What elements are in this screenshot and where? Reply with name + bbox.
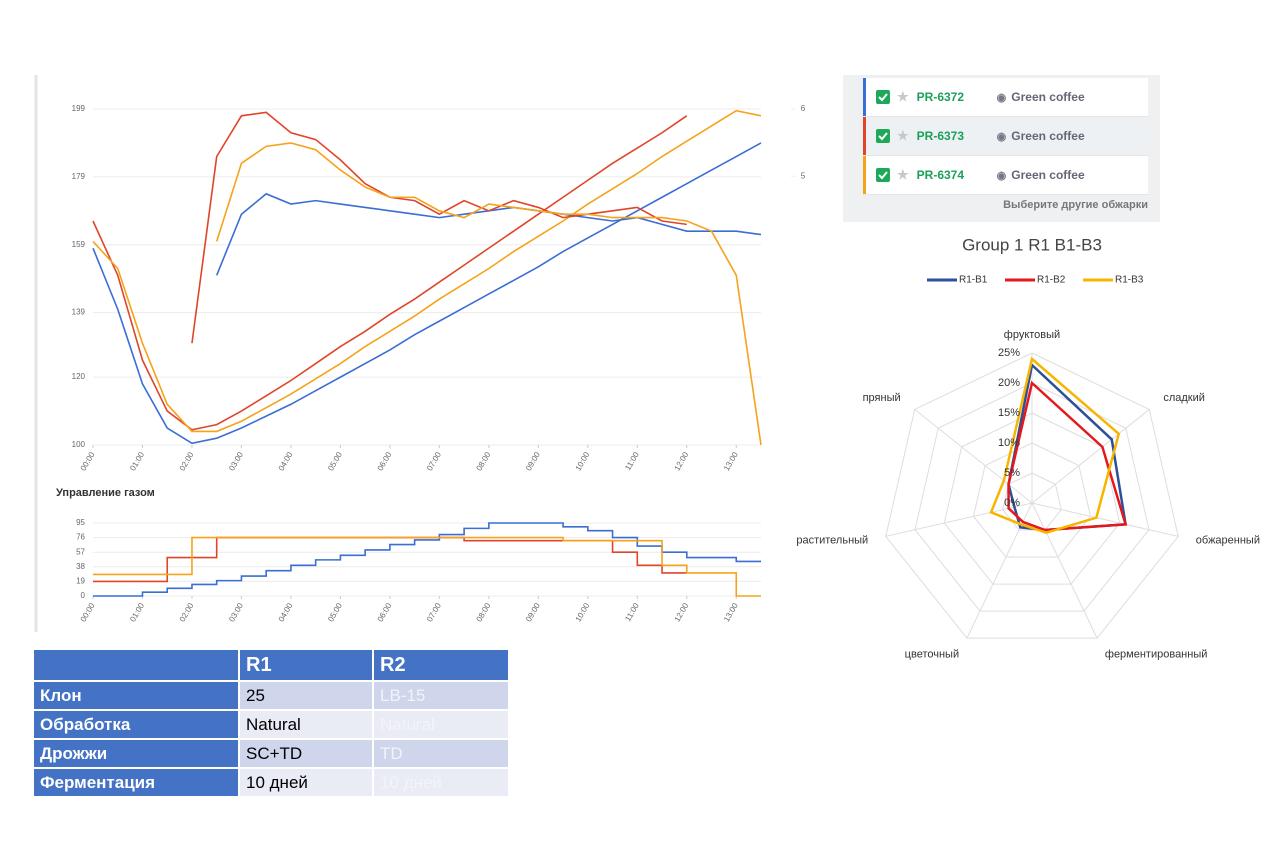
roast-id[interactable]: PR-6372 xyxy=(916,90,965,104)
category-label: фруктовый xyxy=(1004,329,1060,341)
row-color xyxy=(863,117,866,155)
y2-tick-label: 5 xyxy=(801,171,806,180)
chart-card xyxy=(35,75,820,632)
row-color xyxy=(863,156,866,194)
y-tick-label: 159 xyxy=(72,240,86,249)
y-tick-label: 179 xyxy=(72,172,86,181)
radar-series xyxy=(989,356,1121,535)
header-cell: R2 xyxy=(374,650,508,680)
roast-label: Green coffee xyxy=(1011,90,1085,104)
data-line xyxy=(191,111,687,344)
r-tick-label: 10% xyxy=(998,437,1020,449)
y2-tick-label: 6 xyxy=(801,104,806,113)
cell: 10 дней xyxy=(240,769,372,796)
eye-icon: ◉ xyxy=(996,169,1007,182)
y-tick-label: 199 xyxy=(72,104,86,113)
header-cell: R1 xyxy=(240,650,372,680)
checkbox[interactable] xyxy=(876,90,890,104)
chart-title: Group 1 R1 B1-B3 xyxy=(962,235,1102,254)
y-tick-label: 76 xyxy=(76,533,85,542)
r-tick-label: 15% xyxy=(998,407,1020,419)
row-label: Ферментация xyxy=(34,769,238,796)
row-label: Дрожжи xyxy=(34,740,238,767)
info-table: R1 R2 Клон 25 LB-15 Обработка Natural Natural… xyxy=(32,648,510,798)
legend-label: R1-B1 xyxy=(959,275,988,286)
select-other[interactable]: Выберите другие обжарки xyxy=(1003,199,1148,211)
y-tick-label: 57 xyxy=(76,547,85,556)
legend-label: R1-B2 xyxy=(1037,275,1066,286)
data-line xyxy=(93,522,761,597)
grid-ring xyxy=(972,442,1092,558)
r-tick-label: 20% xyxy=(998,377,1020,389)
radar-series xyxy=(1007,380,1128,532)
checkbox[interactable] xyxy=(876,129,890,143)
star[interactable]: ★ xyxy=(897,167,909,182)
cell: 25 xyxy=(240,682,372,709)
row-label: Клон xyxy=(34,682,238,709)
cell: 10 дней xyxy=(374,769,508,796)
chart-title: Управление газом xyxy=(56,487,155,499)
category-label: обжаренный xyxy=(1196,534,1260,546)
r-tick-label: 0% xyxy=(1004,497,1020,509)
data-line xyxy=(93,536,761,597)
cell: SC+TD xyxy=(240,740,372,767)
grid-ring xyxy=(885,352,1179,639)
roast-row[interactable]: ★ PR-6372 ◉ Green coffee xyxy=(863,78,1148,117)
category-label: растительный xyxy=(796,534,868,546)
legend-label: R1-B3 xyxy=(1115,275,1144,286)
eye-icon: ◉ xyxy=(996,91,1007,104)
checkbox[interactable] xyxy=(876,168,890,182)
cell: Natural xyxy=(240,711,372,738)
y-tick-label: 38 xyxy=(76,562,85,571)
y-tick-label: 19 xyxy=(76,577,85,586)
y-tick-label: 0 xyxy=(81,591,86,600)
roast-label: Green coffee xyxy=(1011,168,1085,182)
category-label: сладкий xyxy=(1163,392,1205,404)
spoke xyxy=(914,409,1033,504)
r-tick-label: 5% xyxy=(1004,467,1020,479)
star[interactable]: ★ xyxy=(897,128,909,143)
grid-ring xyxy=(914,382,1150,612)
spoke xyxy=(1031,502,1179,537)
cell: Natural xyxy=(374,711,508,738)
spoke xyxy=(1031,502,1098,639)
star[interactable]: ★ xyxy=(897,89,909,104)
row-color xyxy=(863,78,866,116)
row-label: Обработка xyxy=(34,711,238,738)
r-tick-label: 25% xyxy=(998,347,1020,359)
y-tick-label: 139 xyxy=(72,308,86,317)
data-line xyxy=(215,142,762,446)
data-line xyxy=(92,115,688,431)
y-tick-label: 120 xyxy=(72,372,86,381)
corner-cell xyxy=(34,650,238,680)
roast-row[interactable]: ★ PR-6374 ◉ Green coffee xyxy=(863,156,1148,195)
roast-list: ★ PR-6372 ◉ Green coffee ★ PR-6373 ◉ Gre… xyxy=(843,75,1160,222)
spoke xyxy=(1031,409,1150,504)
spoke xyxy=(966,502,1033,639)
roast-row[interactable]: ★ PR-6373 ◉ Green coffee xyxy=(863,117,1148,156)
roast-id[interactable]: PR-6373 xyxy=(916,129,965,143)
roast-id[interactable]: PR-6374 xyxy=(916,168,965,182)
eye-icon: ◉ xyxy=(996,130,1007,143)
category-label: цветочный xyxy=(905,648,959,660)
data-line xyxy=(92,109,762,433)
roast-label: Green coffee xyxy=(1011,129,1085,143)
cell: LB-15 xyxy=(374,682,508,709)
y-tick-label: 95 xyxy=(76,518,85,527)
y-tick-label: 100 xyxy=(72,440,86,449)
data-line xyxy=(92,142,762,445)
category-label: пряный xyxy=(863,392,901,404)
category-label: ферментированный xyxy=(1105,648,1208,660)
cell: TD xyxy=(374,740,508,767)
